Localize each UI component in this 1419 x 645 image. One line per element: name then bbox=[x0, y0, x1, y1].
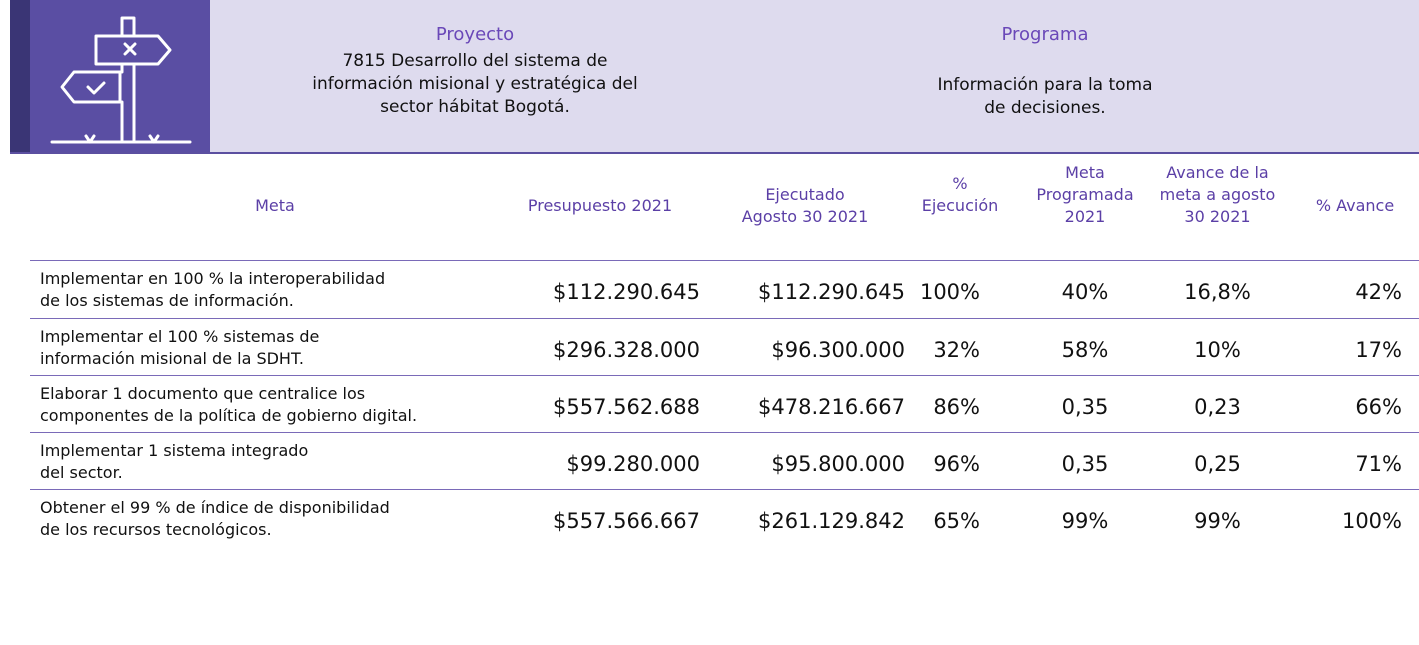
cell-value: 0,23 bbox=[1194, 395, 1241, 419]
proyecto-text: 7815 Desarrollo del sistema de informaci… bbox=[312, 51, 638, 117]
cell-value: 16,8% bbox=[1184, 280, 1251, 304]
meta-text: Implementar el 100 % sistemas de informa… bbox=[40, 327, 320, 368]
cell-value: $112.290.645 bbox=[758, 280, 905, 304]
column-header: % Avance bbox=[1315, 196, 1395, 215]
cell-value: $96.300.000 bbox=[771, 338, 905, 362]
row-divider bbox=[30, 260, 1419, 261]
proyecto-label: Proyecto bbox=[435, 24, 515, 45]
cell-value: 86% bbox=[933, 395, 980, 419]
header-band bbox=[10, 0, 1419, 154]
cell-value: 42% bbox=[1355, 280, 1402, 304]
cell-value: 0,35 bbox=[1061, 452, 1109, 476]
cell-value: 40% bbox=[1061, 280, 1109, 304]
cell-value: 65% bbox=[933, 509, 980, 533]
column-header: Meta Programada 2021 bbox=[1036, 163, 1134, 226]
cell-value: $95.800.000 bbox=[771, 452, 905, 476]
cell-value: $112.290.645 bbox=[553, 280, 700, 304]
side-bar bbox=[10, 0, 30, 152]
cell-value: $478.216.667 bbox=[758, 395, 905, 419]
cell-value: 58% bbox=[1061, 338, 1109, 362]
meta-text: Implementar en 100 % la interoperabilida… bbox=[40, 269, 386, 310]
cell-value: 0,35 bbox=[1061, 395, 1109, 419]
cell-value: 99% bbox=[1194, 509, 1241, 533]
cell-value: 0,25 bbox=[1194, 452, 1241, 476]
meta-text: Implementar 1 sistema integrado del sect… bbox=[40, 441, 309, 482]
cell-value: $261.129.842 bbox=[758, 509, 905, 533]
cell-value: 100% bbox=[1341, 509, 1402, 533]
cell-value: 100% bbox=[919, 280, 980, 304]
cell-value: 99% bbox=[1061, 509, 1109, 533]
cell-value: $99.280.000 bbox=[566, 452, 700, 476]
row-divider bbox=[30, 432, 1419, 433]
row-divider bbox=[30, 318, 1419, 319]
column-header: Presupuesto 2021 bbox=[527, 196, 673, 215]
cell-value: 71% bbox=[1355, 452, 1402, 476]
meta-text: Elaborar 1 documento que centralice los … bbox=[40, 384, 418, 425]
meta-text: Obtener el 99 % de índice de disponibili… bbox=[40, 498, 390, 539]
cell-value: $557.566.667 bbox=[553, 509, 700, 533]
programa-label: Programa bbox=[1001, 24, 1089, 45]
column-header: % Ejecución bbox=[921, 174, 999, 215]
row-divider bbox=[30, 489, 1419, 490]
cell-value: $557.562.688 bbox=[553, 395, 700, 419]
column-header: Meta bbox=[255, 196, 295, 215]
cell-value: $296.328.000 bbox=[553, 338, 700, 362]
cell-value: 10% bbox=[1194, 338, 1241, 362]
signpost-icon bbox=[50, 16, 192, 144]
column-header: Ejecutado Agosto 30 2021 bbox=[741, 185, 869, 226]
programa-text: Información para la toma de decisiones. bbox=[937, 75, 1153, 118]
cell-value: 96% bbox=[933, 452, 980, 476]
cell-value: 66% bbox=[1355, 395, 1402, 419]
column-header: Avance de la meta a agosto 30 2021 bbox=[1159, 163, 1276, 226]
icon-box bbox=[30, 0, 210, 152]
cell-value: 17% bbox=[1355, 338, 1402, 362]
cell-value: 32% bbox=[933, 338, 980, 362]
row-divider bbox=[30, 375, 1419, 376]
